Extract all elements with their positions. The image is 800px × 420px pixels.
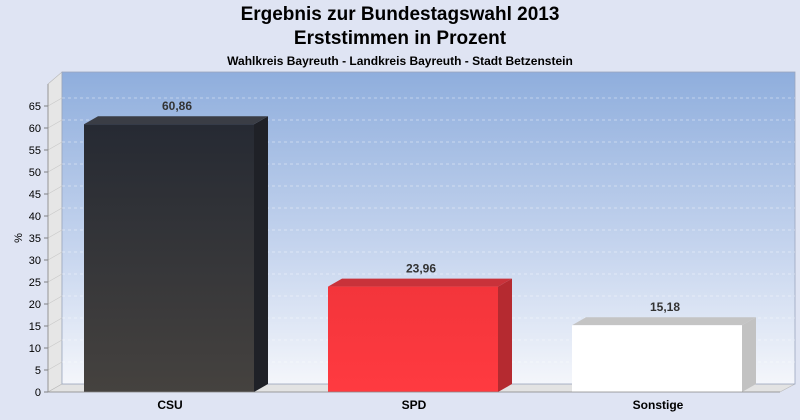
bar-front bbox=[572, 325, 742, 392]
gridline-depth bbox=[47, 163, 63, 173]
y-tick-label: 5 bbox=[35, 365, 41, 377]
y-tick-label: 45 bbox=[29, 189, 41, 201]
y-tick-label: 10 bbox=[29, 343, 41, 355]
y-tick-label: 25 bbox=[29, 277, 41, 289]
x-tick-label: CSU bbox=[157, 398, 182, 412]
gridline-depth bbox=[47, 361, 63, 371]
data-label: 15,18 bbox=[650, 300, 680, 314]
chart-caption: Wahlkreis Bayreuth - Landkreis Bayreuth … bbox=[227, 54, 573, 68]
bar-top bbox=[328, 278, 512, 287]
chart-subtitle: Erststimmen in Prozent bbox=[293, 28, 507, 49]
gridline-depth bbox=[47, 317, 63, 327]
gridline-depth bbox=[47, 185, 63, 195]
gridline-depth bbox=[47, 251, 63, 261]
y-tick-label: 20 bbox=[29, 299, 41, 311]
y-axis-label: % bbox=[13, 233, 25, 243]
y-tick-label: 0 bbox=[35, 387, 41, 399]
gridline-depth bbox=[47, 295, 63, 305]
bar-sonstige: 15,18 bbox=[572, 300, 756, 392]
chart-title: Ergebnis zur Bundestagswahl 2013 bbox=[240, 4, 560, 25]
y-axis: 0 5 10 15 20 25 30 35 40 45 50 55 60 65 bbox=[29, 101, 48, 399]
gridline-depth bbox=[47, 207, 63, 217]
y-tick-label: 60 bbox=[29, 123, 41, 135]
x-tick-label: Sonstige bbox=[633, 398, 684, 412]
bar-front bbox=[328, 286, 498, 392]
data-label: 23,96 bbox=[406, 262, 436, 276]
bar-spd: 23,96 bbox=[328, 262, 512, 392]
bar-front bbox=[84, 124, 254, 392]
gridline-depth bbox=[47, 97, 63, 107]
y-tick-label: 35 bbox=[29, 233, 41, 245]
gridline-depth bbox=[47, 229, 63, 239]
y-tick-label: 50 bbox=[29, 167, 41, 179]
x-axis-labels: CSU SPD Sonstige bbox=[157, 398, 683, 412]
y-tick-label: 40 bbox=[29, 211, 41, 223]
y-tick-label: 30 bbox=[29, 255, 41, 267]
bars: 60,86 23,96 15,18 bbox=[84, 99, 756, 392]
y-tick-label: 15 bbox=[29, 321, 41, 333]
bar-csu: 60,86 bbox=[84, 99, 268, 392]
gridline-depth bbox=[47, 119, 63, 129]
bar-side bbox=[254, 116, 268, 392]
bar-top bbox=[84, 116, 268, 125]
y-tick-label: 55 bbox=[29, 145, 41, 157]
y-tick-label: 65 bbox=[29, 101, 41, 113]
bar-side bbox=[742, 317, 756, 392]
gridline-depth bbox=[47, 339, 63, 349]
bar-side bbox=[498, 278, 512, 392]
x-tick-label: SPD bbox=[402, 398, 427, 412]
gridline-depth bbox=[47, 141, 63, 151]
data-label: 60,86 bbox=[162, 99, 192, 113]
bar-top bbox=[572, 317, 756, 326]
gridline-depth bbox=[47, 273, 63, 283]
